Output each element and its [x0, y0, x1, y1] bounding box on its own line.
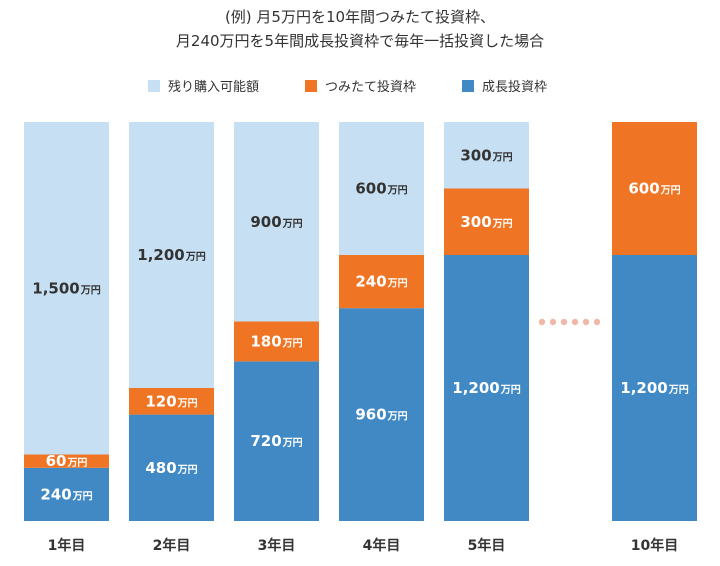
data-label: 240万円 [40, 485, 92, 503]
legend-label: 成長投資枠 [482, 79, 547, 95]
data-label: 1,200万円 [620, 379, 688, 397]
chart-title-line: (例) 月5万円を10年間つみたて投資枠、 [225, 8, 495, 26]
bar-segment [234, 122, 319, 322]
bar-segment [129, 388, 214, 415]
chart-legend: 残り購入可能額 つみたて投資枠 成長投資枠 [148, 79, 547, 95]
data-label: 720万円 [250, 432, 302, 450]
bars [24, 122, 697, 521]
ellipsis-dot [571, 318, 579, 326]
data-label: 1,200万円 [137, 246, 205, 264]
category-label: 4年目 [363, 537, 401, 554]
category-label: 1年目 [48, 537, 86, 554]
data-label: 1,500万円 [32, 279, 100, 297]
legend-label: つみたて投資枠 [325, 79, 416, 95]
ellipsis-dot [560, 318, 568, 326]
bar-segment [339, 122, 424, 255]
data-labels: 240万円 60万円 1,500万円 480万円 120万円 1,200万円 720万円 18… [32, 146, 688, 503]
bar-segment [612, 255, 697, 521]
bar-segment [444, 188, 529, 255]
data-label: 1,200万円 [452, 379, 520, 397]
legend-swatch [462, 80, 474, 92]
data-label: 600万円 [355, 180, 407, 198]
legend-label: 残り購入可能額 [168, 80, 259, 95]
bar-segment [24, 122, 109, 455]
category-label: 2年目 [153, 537, 191, 554]
gap-ellipsis [538, 318, 601, 326]
bar-segment [444, 255, 529, 521]
ellipsis-dot [593, 318, 601, 326]
bar-segment [444, 122, 529, 189]
data-label: 120万円 [145, 392, 197, 410]
bar-segment [129, 414, 214, 521]
legend-swatch [305, 80, 317, 92]
ellipsis-dot [549, 318, 557, 326]
data-label: 960万円 [355, 406, 407, 424]
data-label: 300万円 [460, 146, 512, 164]
bar-segment [24, 467, 109, 521]
category-label: 3年目 [258, 537, 296, 554]
category-label: 10年目 [631, 537, 678, 554]
bar-segment [234, 321, 319, 362]
category-labels: 1年目 2年目 3年目 4年目 5年目 10年目 [48, 537, 679, 554]
category-label: 5年目 [468, 537, 506, 554]
bar-segment [339, 255, 424, 309]
bar-segment [339, 308, 424, 521]
legend-swatch [148, 80, 160, 92]
data-label: 600万円 [628, 180, 680, 198]
bar-segment [234, 361, 319, 521]
data-label: 900万円 [250, 213, 302, 231]
ellipsis-dot [582, 318, 590, 326]
bar-segment [612, 122, 697, 255]
data-label: 60万円 [46, 452, 88, 470]
data-label: 240万円 [355, 273, 407, 291]
data-label: 480万円 [145, 459, 197, 477]
bar-segment [24, 454, 109, 468]
chart-title: (例) 月5万円を10年間つみたて投資枠、月240万円を5年間成長投資枠で毎年一… [176, 8, 544, 50]
ellipsis-dot [538, 318, 546, 326]
data-label: 300万円 [460, 213, 512, 231]
bar-segment [129, 122, 214, 388]
data-label: 180万円 [250, 332, 302, 350]
chart-title-line: 月240万円を5年間成長投資枠で毎年一括投資した場合 [176, 32, 544, 50]
